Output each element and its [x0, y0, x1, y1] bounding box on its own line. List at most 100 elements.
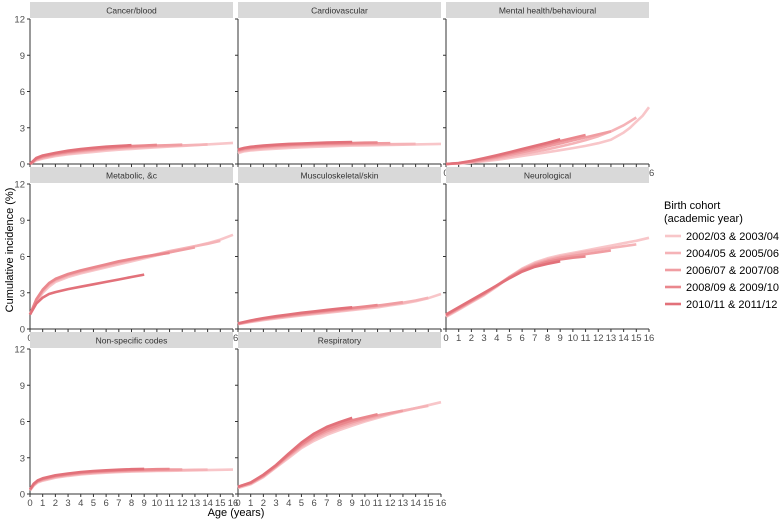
facet-panel: Musculoskeletal/skin: [235, 167, 442, 332]
x-tick-label: 9: [558, 333, 563, 344]
x-tick-label: 0: [235, 498, 240, 509]
y-axis-title: Cumulative incidence (%): [4, 188, 16, 313]
facet-strip: [238, 332, 441, 348]
legend-label: 2006/07 & 2007/08: [686, 265, 779, 277]
x-tick-label: 7: [532, 333, 537, 344]
x-tick-label: 6: [103, 498, 108, 509]
series-line: [445, 249, 612, 317]
series-line: [28, 468, 183, 491]
x-tick-label: 8: [545, 333, 550, 344]
facet-strip-label: Non-specific codes: [96, 336, 168, 346]
x-tick-label: 9: [142, 498, 147, 509]
x-tick-label: 7: [324, 498, 329, 509]
facet-panel: Cancer/blood 0 3 6 9 12: [14, 2, 234, 171]
x-tick-label: 1: [456, 333, 461, 344]
legend-label: 2004/05 & 2005/06: [686, 248, 779, 260]
facet-strip-label: Neurological: [524, 171, 571, 181]
x-tick-label: 16: [644, 333, 655, 344]
facet-strip-label: Musculoskeletal/skin: [301, 171, 379, 181]
y-tick-label: 0: [20, 160, 25, 171]
facet-strip-label: Cancer/blood: [106, 6, 157, 16]
x-tick-label: 11: [581, 333, 591, 344]
series-line: [445, 243, 637, 318]
facet-strip: [30, 2, 233, 18]
legend-title-line1: Birth cohort: [664, 200, 720, 212]
y-tick-label: 12: [14, 15, 25, 26]
y-tick-label: 9: [20, 51, 25, 62]
x-tick-label: 12: [177, 498, 188, 509]
legend-label: 2002/03 & 2003/04: [686, 231, 779, 243]
y-tick-label: 12: [14, 180, 25, 191]
x-tick-label: 2: [261, 498, 266, 509]
series-line: [445, 260, 561, 316]
x-tick-label: 1: [248, 498, 253, 509]
x-tick-label: 5: [299, 498, 304, 509]
x-tick-label: 0: [27, 498, 32, 509]
facet-strip: [446, 2, 649, 18]
x-tick-label: 8: [337, 498, 342, 509]
x-tick-label: 2: [53, 498, 58, 509]
x-tick-label: 0: [443, 333, 448, 344]
facet-strip-label: Respiratory: [318, 336, 362, 346]
x-tick-label: 5: [91, 498, 96, 509]
x-tick-label: 11: [165, 498, 175, 509]
x-tick-label: 12: [385, 498, 396, 509]
facet-strip: [446, 167, 649, 183]
x-tick-label: 6: [519, 333, 524, 344]
x-tick-label: 4: [494, 333, 499, 344]
x-tick-label: 4: [78, 498, 83, 509]
x-tick-label: 14: [410, 498, 421, 509]
y-tick-label: 3: [20, 453, 25, 464]
y-tick-label: 3: [20, 288, 25, 299]
x-tick-label: 3: [481, 333, 486, 344]
facet-strip: [238, 167, 441, 183]
legend: Birth cohort (academic year) 2002/03 & 2…: [664, 200, 779, 311]
x-tick-label: 13: [606, 333, 617, 344]
x-tick-label: 10: [568, 333, 579, 344]
x-tick-label: 9: [350, 498, 355, 509]
x-axis-title: Age (years): [208, 507, 265, 519]
x-tick-label: 10: [360, 498, 371, 509]
x-tick-label: 15: [215, 498, 226, 509]
y-tick-label: 0: [20, 325, 25, 336]
series-line: [28, 233, 234, 316]
series-line: [237, 306, 353, 325]
facet-strip: [238, 2, 441, 18]
x-tick-label: 11: [373, 498, 383, 509]
x-tick-label: 16: [228, 498, 239, 509]
x-tick-label: 5: [507, 333, 512, 344]
series-line: [237, 404, 429, 489]
x-tick-label: 1: [40, 498, 45, 509]
facet-strip: [30, 167, 233, 183]
series-line: [28, 251, 170, 316]
x-tick-label: 8: [129, 498, 134, 509]
series-line: [445, 137, 561, 166]
x-tick-label: 15: [423, 498, 434, 509]
x-tick-label: 13: [398, 498, 409, 509]
x-tick-label: 13: [190, 498, 201, 509]
x-tick-label: 6: [311, 498, 316, 509]
x-tick-label: 7: [116, 498, 121, 509]
x-tick-label: 3: [65, 498, 70, 509]
series-line: [28, 468, 234, 492]
facet-strip: [30, 332, 233, 348]
x-tick-label: 10: [152, 498, 163, 509]
y-tick-label: 6: [20, 417, 25, 428]
y-tick-label: 6: [20, 87, 25, 98]
y-tick-label: 12: [14, 345, 25, 356]
x-tick-label: 12: [593, 333, 604, 344]
x-tick-label: 3: [273, 498, 278, 509]
legend-title-line2: (academic year): [664, 213, 743, 225]
series-line: [237, 416, 353, 489]
series-line: [29, 143, 132, 165]
y-tick-label: 0: [20, 490, 25, 501]
x-tick-label: 15: [631, 333, 642, 344]
legend-label: 2008/09 & 2009/10: [686, 282, 779, 294]
series-line: [28, 468, 208, 491]
x-tick-label: 14: [618, 333, 629, 344]
legend-label: 2010/11 & 2011/12: [686, 299, 777, 311]
